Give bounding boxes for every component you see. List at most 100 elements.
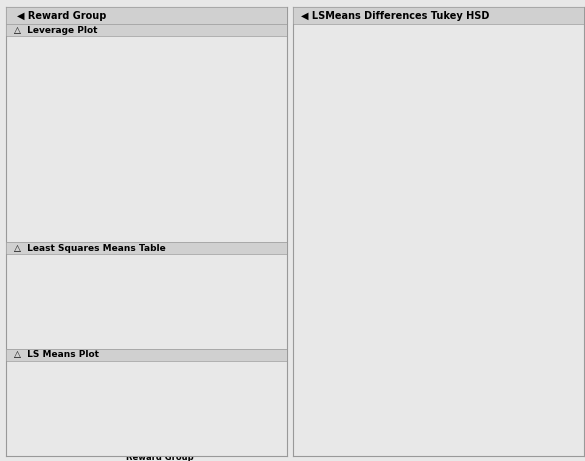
Text: a= 0.050   Q= 2.49729: a= 0.050 Q= 2.49729 — [301, 34, 398, 42]
Text: 13.7233: 13.7233 — [499, 309, 529, 315]
Point — [31, 207, 40, 215]
Text: 5.2767: 5.2767 — [504, 294, 529, 300]
Text: -18.5: -18.5 — [556, 133, 574, 139]
Point — [149, 131, 159, 138]
Point — [267, 121, 277, 129]
Point — [31, 155, 40, 162]
Text: 10.700000: 10.700000 — [68, 286, 113, 295]
Text: 0: 0 — [570, 264, 574, 270]
Text: mixed: mixed — [13, 309, 39, 318]
Point — [31, 155, 40, 162]
Text: 13.2233: 13.2233 — [453, 244, 483, 250]
Text: -14.277: -14.277 — [546, 178, 574, 184]
Point — [149, 150, 159, 158]
Text: 1.69115: 1.69115 — [545, 213, 574, 219]
Text: Mean[i]-Mean[j]: Mean[i]-Mean[j] — [353, 68, 419, 75]
Text: -9.5: -9.5 — [560, 198, 574, 204]
Text: 0: 0 — [524, 229, 529, 235]
Point — [149, 136, 159, 143]
Text: △  LS Means Plot: △ LS Means Plot — [14, 350, 99, 359]
Text: Sq Mean: Sq Mean — [382, 352, 426, 361]
Text: 18.5: 18.5 — [467, 264, 483, 270]
Point — [267, 83, 277, 90]
Text: 0: 0 — [479, 133, 483, 139]
X-axis label: Reward Group
Leverage, P<.0001: Reward Group Leverage, P<.0001 — [118, 254, 191, 274]
Text: high: high — [353, 264, 372, 272]
Text: △  Leverage Plot: △ Leverage Plot — [14, 26, 98, 35]
X-axis label: Reward Group: Reward Group — [126, 453, 194, 461]
Point — [149, 126, 159, 134]
Text: Lower CL Dif: Lower CL Dif — [353, 100, 404, 106]
Text: 22.7233: 22.7233 — [453, 309, 483, 315]
Text: -13.223: -13.223 — [501, 163, 529, 169]
Point — [149, 141, 159, 148]
Text: mixed: mixed — [312, 393, 340, 402]
Text: ◀ LSMeans Differences Tukey HSD: ◀ LSMeans Differences Tukey HSD — [301, 11, 490, 21]
Text: 19.700000: 19.700000 — [68, 309, 113, 318]
Text: high: high — [312, 373, 332, 382]
Point — [31, 160, 40, 167]
Text: ◀ Reward Group: ◀ Reward Group — [17, 11, 106, 21]
Text: Least: Least — [390, 337, 418, 345]
Text: 1.1958261: 1.1958261 — [143, 331, 188, 340]
Text: low: low — [454, 68, 469, 77]
Text: low: low — [312, 414, 328, 423]
Text: A: A — [358, 373, 364, 382]
Text: 10.7000: 10.7000 — [218, 286, 252, 295]
Text: C: C — [358, 414, 364, 423]
Point — [267, 102, 277, 110]
Text: 0: 0 — [524, 198, 529, 204]
Text: 19.700000: 19.700000 — [380, 393, 428, 402]
Point — [149, 107, 159, 114]
Text: -13.723: -13.723 — [546, 229, 574, 235]
Text: Std Err Dif: Std Err Dif — [353, 84, 396, 90]
Text: Levels not connected by same letter are significantly different.: Levels not connected by same letter are … — [301, 442, 542, 451]
Text: LSMean[i]: LSMean[i] — [335, 173, 344, 216]
Text: -5.2767: -5.2767 — [546, 244, 574, 250]
Text: 19.7000: 19.7000 — [218, 309, 252, 318]
Text: mixed: mixed — [353, 198, 379, 207]
Text: 0: 0 — [570, 309, 574, 315]
Text: Least: Least — [86, 253, 112, 262]
Point — [31, 189, 40, 196]
Text: low: low — [353, 133, 368, 142]
Text: mixed: mixed — [497, 68, 522, 77]
Text: 1.69115: 1.69115 — [453, 213, 483, 219]
Text: -4.7767: -4.7767 — [501, 178, 529, 184]
Text: 1.69115: 1.69115 — [499, 148, 529, 154]
Text: Level: Level — [13, 257, 38, 266]
Text: B: B — [358, 393, 364, 402]
Text: 9: 9 — [479, 198, 483, 204]
Point — [267, 59, 277, 66]
Text: 9.5: 9.5 — [518, 264, 529, 270]
Text: 0: 0 — [479, 178, 483, 184]
Text: LSMean[j]: LSMean[j] — [441, 52, 493, 61]
Text: △  Least Squares Means Table: △ Least Squares Means Table — [14, 244, 166, 253]
Text: Mean: Mean — [228, 261, 254, 271]
Text: 0: 0 — [479, 163, 483, 169]
Text: Sq Mean: Sq Mean — [78, 269, 119, 278]
Text: Upper CL Dif: Upper CL Dif — [353, 115, 404, 121]
Text: -22.723: -22.723 — [546, 163, 574, 169]
Point — [267, 107, 277, 114]
Text: 29.200000: 29.200000 — [380, 373, 428, 382]
Text: 1.1958261: 1.1958261 — [143, 309, 188, 318]
Text: 0: 0 — [570, 294, 574, 300]
Text: 29.200000: 29.200000 — [68, 331, 113, 340]
Text: high: high — [546, 68, 565, 77]
Text: 10.700000: 10.700000 — [380, 414, 428, 423]
Text: 14.2767: 14.2767 — [453, 294, 483, 300]
Text: -9: -9 — [522, 133, 529, 139]
Text: 1.69115: 1.69115 — [499, 279, 529, 285]
Text: 1.69115: 1.69115 — [453, 279, 483, 285]
Text: 29.2000: 29.2000 — [218, 331, 252, 340]
Text: 0: 0 — [479, 148, 483, 154]
Text: high: high — [13, 331, 31, 340]
Point — [149, 121, 159, 129]
Text: Level: Level — [312, 352, 339, 361]
Point — [267, 93, 277, 100]
Text: 0: 0 — [524, 244, 529, 250]
Text: Std Error: Std Error — [153, 261, 195, 271]
Text: 0: 0 — [570, 279, 574, 285]
Text: 0: 0 — [524, 213, 529, 219]
